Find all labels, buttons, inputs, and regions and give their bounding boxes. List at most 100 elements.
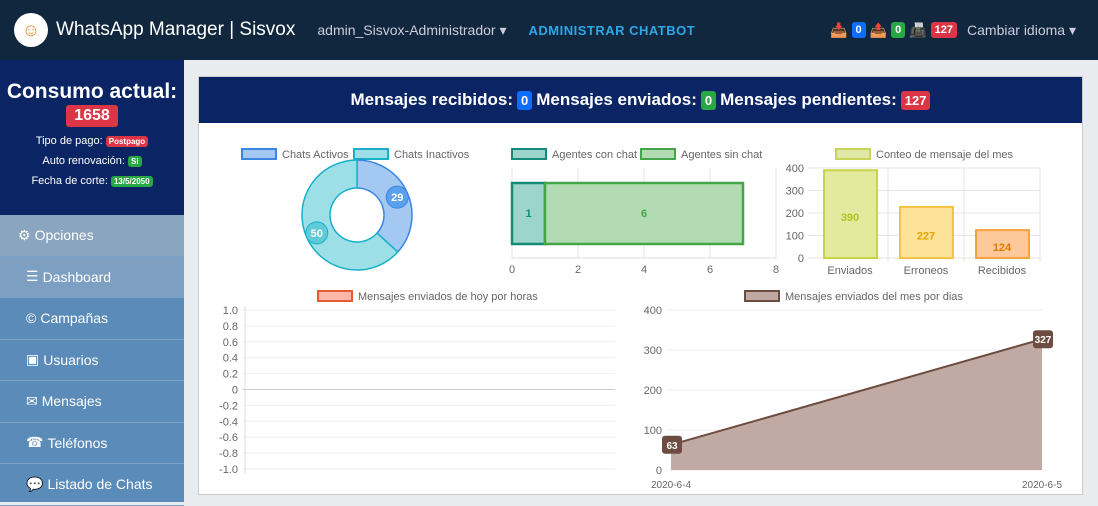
payment-badge: Postpago — [105, 136, 149, 147]
pending-label: Mensajes pendientes: — [720, 90, 897, 109]
area-fill — [671, 339, 1042, 470]
user-icon: ▣ — [26, 351, 40, 368]
consumption-label: Consumo actual: — [6, 80, 178, 103]
pending-badge: 127 — [930, 22, 958, 38]
y-tick-label: 0.4 — [223, 353, 238, 365]
donut-data-label: 29 — [391, 192, 403, 204]
bar — [975, 229, 1030, 260]
inbox-badge: 0 — [851, 22, 866, 38]
legend-swatch — [835, 148, 871, 160]
sidebar-item-campanas[interactable]: © Campañas — [0, 298, 184, 340]
legend-swatch — [744, 290, 780, 302]
legend-swatch — [241, 148, 277, 160]
legend-label: Chats Activos — [282, 149, 349, 161]
payment-label: Tipo de pago: — [35, 135, 103, 147]
donut-slice — [301, 159, 399, 271]
cutoff-label: Fecha de corte: — [31, 175, 108, 187]
donut-slice — [356, 159, 413, 253]
y-tick-label: 0.2 — [223, 369, 238, 381]
x-tick-label: 8 — [773, 264, 779, 276]
y-tick-label: -0.6 — [219, 432, 238, 444]
sent-badge: 0 — [891, 22, 906, 38]
comment-icon: 💬 — [26, 475, 44, 492]
y-tick-label: 100 — [786, 231, 804, 243]
donut-data-label: 50 — [311, 228, 323, 240]
sidebar-item-dashboard[interactable]: ☰ Dashboard — [0, 256, 184, 298]
sidebar-item-opciones[interactable]: ⚙ Opciones — [0, 215, 184, 257]
legend-swatch — [511, 148, 547, 160]
y-tick-label: 200 — [644, 385, 662, 397]
consumption-value: 1658 — [66, 105, 118, 127]
x-tick-label: 4 — [641, 264, 647, 276]
legend-label: Chats Inactivos — [394, 149, 470, 161]
chatbot-link[interactable]: ADMINISTRAR CHATBOT — [528, 22, 696, 38]
sidebar: Consumo actual: 1658 Tipo de pago: Postp… — [0, 60, 184, 506]
card-header: Mensajes recibidos: 0 Mensajes enviados: 0… — [199, 77, 1082, 123]
bar — [543, 181, 745, 246]
x-tick-label: Recibidos — [978, 265, 1027, 277]
brand[interactable]: WhatsApp Manager | Sisvox — [56, 19, 296, 40]
legend-label: Agentes sin chat — [681, 149, 762, 161]
sidebar-item-label: Dashboard — [42, 268, 112, 285]
pending-count-badge: 127 — [900, 90, 931, 110]
y-tick-label: -1.0 — [219, 464, 238, 476]
sidebar-item-label: Usuarios — [43, 351, 99, 368]
y-tick-label: 400 — [786, 163, 804, 175]
data-label: 327 — [1035, 335, 1052, 346]
x-tick-label: Erroneos — [904, 265, 949, 277]
y-tick-label: -0.2 — [219, 400, 238, 412]
user-dropdown[interactable]: admin_Sisvox-Administrador ▾ — [317, 21, 507, 38]
language-dropdown[interactable]: Cambiar idioma ▾ — [967, 21, 1076, 38]
y-tick-label: 300 — [786, 186, 804, 198]
sidebar-item-usuarios[interactable]: ▣ Usuarios — [0, 340, 184, 381]
x-tick-label: 0 — [509, 264, 515, 276]
legend-swatch — [640, 148, 676, 160]
bar-data-label: 390 — [841, 212, 859, 224]
legend-label: Mensajes enviados del mes por dias — [785, 291, 963, 303]
bar-data-label: 6 — [641, 208, 647, 220]
received-label: Mensajes recibidos: — [350, 90, 514, 109]
consumption-panel: Consumo actual: 1658 Tipo de pago: Postp… — [0, 60, 184, 215]
copyright-icon: © — [26, 310, 37, 327]
legend-label: Conteo de mensaje del mes — [876, 149, 1013, 161]
y-tick-label: 0.8 — [223, 321, 238, 333]
donut-label-bubble — [385, 185, 409, 209]
list-icon: ☰ — [26, 268, 39, 285]
auto-renew-badge: Si — [128, 156, 142, 167]
bar-data-label: 227 — [917, 230, 935, 242]
sent-icon[interactable]: 📤 — [869, 21, 888, 38]
auto-renew-label: Auto renovación: — [42, 155, 125, 167]
y-tick-label: 100 — [644, 425, 662, 437]
inbox-icon[interactable]: 📥 — [830, 21, 848, 38]
legend-swatch — [353, 148, 389, 160]
y-tick-label: -0.4 — [219, 416, 238, 428]
x-tick-label: Enviados — [827, 265, 873, 277]
bar — [823, 169, 878, 259]
cogs-icon: ⚙ — [18, 226, 31, 243]
legend-label: Agentes con chat — [552, 149, 637, 161]
x-tick-label: 2020-6-4 — [651, 480, 691, 491]
user-name: admin_Sisvox-Administrador — [317, 21, 496, 38]
bar — [510, 181, 547, 246]
bar-data-label: 124 — [993, 242, 1012, 254]
sidebar-item-mensajes[interactable]: ✉ Mensajes — [0, 381, 184, 423]
y-tick-label: 300 — [644, 345, 662, 357]
envelope-icon: ✉ — [26, 392, 38, 409]
pending-icon[interactable]: 📠 — [909, 21, 927, 38]
navbar: ☺ WhatsApp Manager | Sisvox admin_Sisvox… — [0, 0, 1098, 60]
y-tick-label: 1.0 — [223, 305, 238, 317]
sidebar-item-label: Mensajes — [41, 393, 102, 410]
sidebar-item-telefonos[interactable]: ☎ Teléfonos — [0, 423, 184, 464]
x-tick-label: 2 — [575, 264, 581, 276]
bar-data-label: 1 — [525, 208, 531, 220]
legend-swatch — [317, 290, 353, 302]
y-tick-label: 0 — [232, 385, 238, 397]
cutoff-badge: 13/5/2050 — [110, 176, 153, 187]
received-badge: 0 — [517, 90, 533, 110]
y-tick-label: -0.8 — [219, 448, 238, 460]
data-point — [662, 435, 682, 454]
data-point — [1033, 330, 1053, 349]
bar — [899, 205, 954, 260]
y-tick-label: 400 — [644, 305, 662, 317]
